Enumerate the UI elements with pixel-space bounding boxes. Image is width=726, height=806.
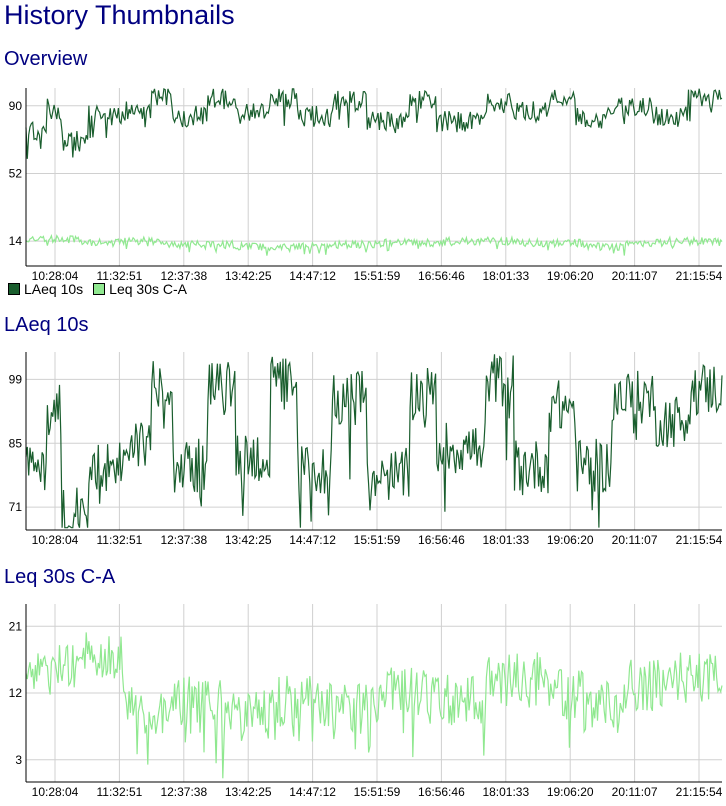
y-tick-label: 99 [9,372,23,386]
y-tick-label: 85 [9,436,23,450]
legend-label-laeq: LAeq 10s [24,281,84,297]
x-tick-label: 19:06:20 [547,269,594,283]
x-tick-label: 18:01:33 [482,269,529,283]
x-tick-label: 13:42:25 [225,785,272,799]
y-tick-label: 21 [9,619,23,633]
x-tick-label: 20:11:07 [612,785,658,799]
x-tick-label: 12:37:38 [160,533,207,547]
x-tick-label: 21:15:54 [676,785,723,799]
x-tick-label: 14:47:12 [289,785,336,799]
y-tick-label: 12 [9,686,23,700]
x-tick-label: 16:56:46 [418,785,465,799]
series-line-primary [25,87,723,159]
leq-title: Leq 30s C-A [4,566,116,588]
page-title: History Thumbnails [4,0,235,30]
legend-item-laeq: LAeq 10s [8,281,83,297]
series-line-primary [25,354,723,529]
x-tick-label: 18:01:33 [482,533,529,547]
x-tick-label: 16:56:46 [418,533,465,547]
x-tick-label: 15:51:59 [354,785,401,799]
x-tick-label: 16:56:46 [418,269,465,283]
x-tick-label: 21:15:54 [676,533,723,547]
x-tick-label: 20:11:07 [612,533,658,547]
legend-label-leq: Leq 30s C-A [109,281,187,297]
x-tick-label: 15:51:59 [354,533,401,547]
x-tick-label: 10:28:04 [32,785,79,799]
laeq-swatch [8,283,20,295]
y-tick-label: 3 [15,753,22,767]
leq-chart: 21 12 3 10:28:04 11:32:51 12:37:38 13:42:25 14:… [9,604,723,799]
y-tick-label: 14 [9,234,23,248]
x-tick-label: 11:32:51 [96,533,142,547]
x-tick-label: 14:47:12 [289,533,336,547]
x-tick-label: 10:28:04 [32,533,79,547]
x-tick-label: 11:32:51 [96,785,142,799]
laeq-title: LAeq 10s [4,314,89,336]
x-tick-label: 11:32:51 [96,269,142,283]
x-tick-label: 21:15:54 [676,269,723,283]
laeq-chart: 99 85 71 10:28:04 11:32:51 12:37:38 13:42:25 14… [9,352,723,547]
x-tick-label: 12:37:38 [160,785,207,799]
x-tick-label: 12:37:38 [160,269,207,283]
x-tick-label: 19:06:20 [547,533,594,547]
x-tick-label: 19:06:20 [547,785,594,799]
x-tick-label: 18:01:33 [482,785,529,799]
overview-legend: LAeq 10s Leq 30s C-A [8,281,193,297]
x-tick-label: 20:11:07 [612,269,658,283]
leq-swatch [93,283,106,295]
overview-title: Overview [4,48,88,70]
y-tick-label: 52 [9,166,23,180]
y-tick-label: 71 [9,500,23,514]
x-tick-label: 14:47:12 [289,269,336,283]
x-tick-label: 13:42:25 [225,269,272,283]
overview-chart: 90 52 14 10:28:04 11:32:51 12:37:38 13:42:25 14… [9,87,723,283]
legend-item-leq: Leq 30s C-A [93,281,187,297]
x-tick-label: 15:51:59 [354,269,401,283]
series-line-secondary [25,233,723,256]
series-line-primary [25,632,723,779]
x-tick-label: 10:28:04 [32,269,79,283]
y-tick-label: 90 [9,99,23,113]
x-tick-label: 13:42:25 [225,533,272,547]
